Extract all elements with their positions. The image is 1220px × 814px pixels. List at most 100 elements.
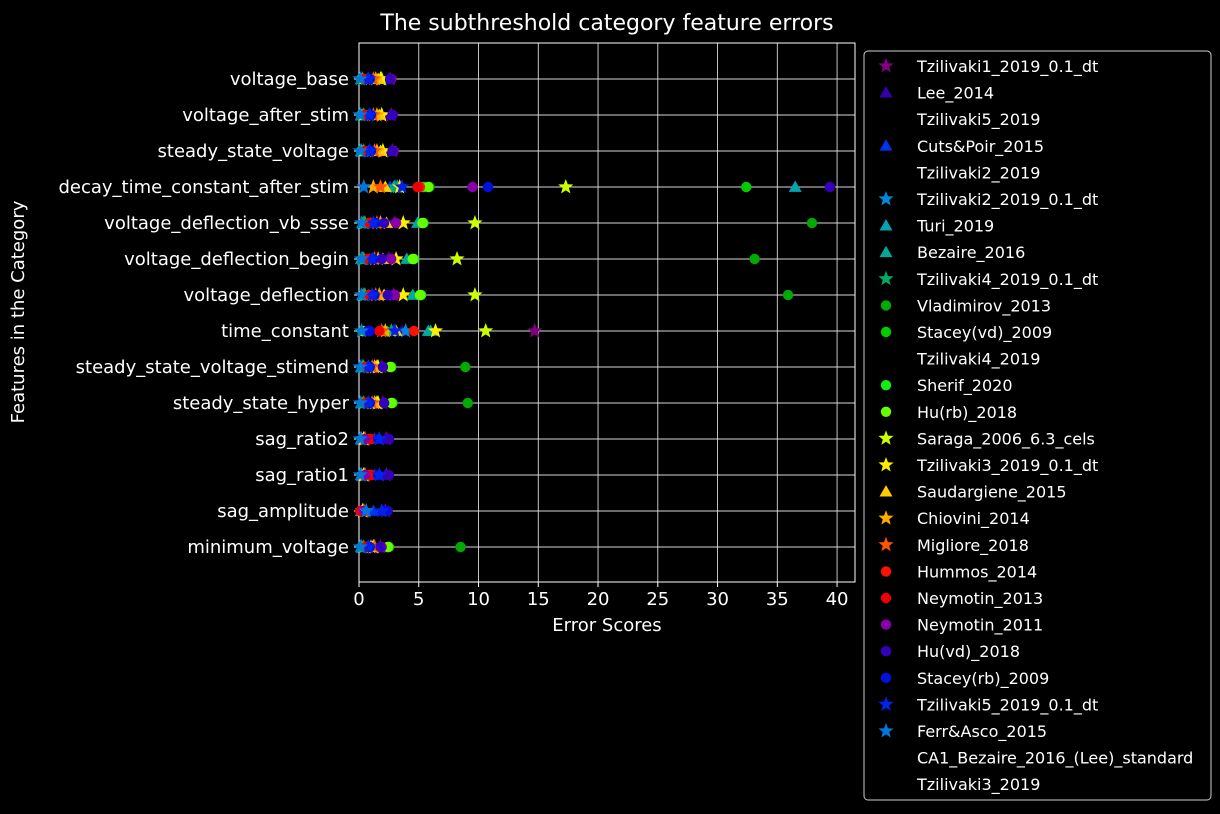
legend-label: Tzilivaki1_2019_0.1_dt <box>916 57 1098 77</box>
data-point <box>423 181 434 193</box>
y-tick-label: voltage_after_stim <box>182 105 349 126</box>
legend-marker <box>879 219 893 231</box>
data-point <box>482 181 494 193</box>
legend-marker <box>878 191 894 206</box>
data-point <box>427 323 444 338</box>
data-point <box>390 217 402 229</box>
data-point <box>364 251 380 266</box>
legend-marker <box>879 86 893 98</box>
legend-box <box>863 50 1212 801</box>
data-point <box>360 395 377 410</box>
data-point <box>364 325 375 337</box>
data-point <box>412 181 423 193</box>
data-point <box>460 361 471 373</box>
y-tick-label: minimum_voltage <box>187 537 349 558</box>
legend-label: Chiovini_2014 <box>917 509 1030 529</box>
data-point <box>372 179 389 194</box>
data-point <box>449 251 465 266</box>
data-point <box>383 433 395 445</box>
data-point <box>386 253 397 265</box>
legend-label: Tzilivaki4_2019 <box>916 350 1040 370</box>
legend-label: Sherif_2020 <box>917 376 1013 396</box>
legend-label: Stacey(vd)_2009 <box>917 323 1052 343</box>
data-point <box>352 107 368 122</box>
legend-marker <box>878 58 894 73</box>
data-point <box>353 251 369 266</box>
legend-marker <box>880 406 892 417</box>
data-point <box>395 287 411 302</box>
data-point <box>414 289 426 301</box>
data-point <box>741 181 752 193</box>
data-point <box>408 325 420 337</box>
data-point <box>353 215 369 230</box>
data-point <box>360 359 377 374</box>
plot-area: 0 5 10 15 20 25 30 35 40 voltage_base voltage_afte… <box>58 42 856 610</box>
data-point <box>376 253 387 265</box>
legend-marker <box>880 326 892 338</box>
legend-marker <box>878 430 894 445</box>
data-point <box>462 397 473 409</box>
data-point <box>374 325 385 337</box>
plot-frame <box>358 42 856 583</box>
data-point <box>353 287 369 302</box>
data-point <box>749 253 760 265</box>
data-point <box>386 397 397 409</box>
legend-label: Tzilivaki2_2019 <box>916 163 1040 183</box>
y-tick-label: decay_time_constant_after_stim <box>58 177 349 198</box>
data-point <box>806 217 818 229</box>
legend-marker <box>880 672 892 683</box>
data-point <box>360 71 377 86</box>
legend-label: Tzilivaki3_2019_0.1_dt <box>916 456 1098 476</box>
y-tick-label: sag_ratio2 <box>255 429 349 450</box>
data-point <box>352 395 368 410</box>
data-point <box>387 323 403 338</box>
legend-label: Migliore_2018 <box>917 536 1029 556</box>
data-point <box>352 539 368 554</box>
data-point <box>788 180 802 192</box>
x-tick-label: 30 <box>706 589 729 610</box>
y-tick-label: voltage_deflection <box>183 285 349 306</box>
data-point <box>394 179 410 194</box>
legend-label: CA1_Bezaire_2016_(Lee)_standard <box>917 749 1193 769</box>
data-point <box>384 361 396 373</box>
data-point <box>387 145 398 157</box>
legend-label: Tzilivaki3_2019 <box>916 775 1040 795</box>
data-point <box>387 109 398 121</box>
data-point <box>467 181 478 193</box>
data-point <box>455 541 466 553</box>
data-point <box>417 217 428 229</box>
data-point <box>352 143 368 158</box>
legend-marker <box>878 723 894 738</box>
legend-marker <box>878 270 894 286</box>
data-point <box>389 289 401 301</box>
legend-marker <box>880 380 892 391</box>
legend-marker <box>878 510 894 525</box>
data-point <box>375 541 386 553</box>
data-point <box>467 287 483 302</box>
data-point <box>824 181 836 193</box>
y-tick-label: sag_amplitude <box>217 501 349 522</box>
data-point <box>364 287 380 302</box>
data-point <box>365 215 381 230</box>
data-point <box>395 215 411 230</box>
legend-marker <box>880 592 892 604</box>
data-point <box>365 179 381 194</box>
x-tick-label: 25 <box>646 589 669 610</box>
data-point <box>382 289 393 301</box>
legend-label: Neymotin_2013 <box>917 589 1043 609</box>
legend-label: Cuts&Poir_2015 <box>917 137 1044 157</box>
data-point <box>362 143 378 158</box>
x-tick-label: 40 <box>826 589 849 610</box>
x-axis-label: Error Scores <box>552 615 661 636</box>
x-tick-label: 15 <box>527 589 550 610</box>
legend-label: Hummos_2014 <box>917 562 1037 582</box>
data-point <box>371 467 387 482</box>
data-point <box>352 359 368 374</box>
data-point <box>378 217 390 229</box>
data-point <box>371 431 387 446</box>
data-point <box>360 539 377 554</box>
legend-label: Tzilivaki5_2019_0.1_dt <box>916 695 1098 715</box>
legend: Tzilivaki1_2019_0.1_dt Lee_2014 Tzilivaki5… <box>863 50 1212 801</box>
y-axis-label: Features in the Category <box>8 200 29 423</box>
